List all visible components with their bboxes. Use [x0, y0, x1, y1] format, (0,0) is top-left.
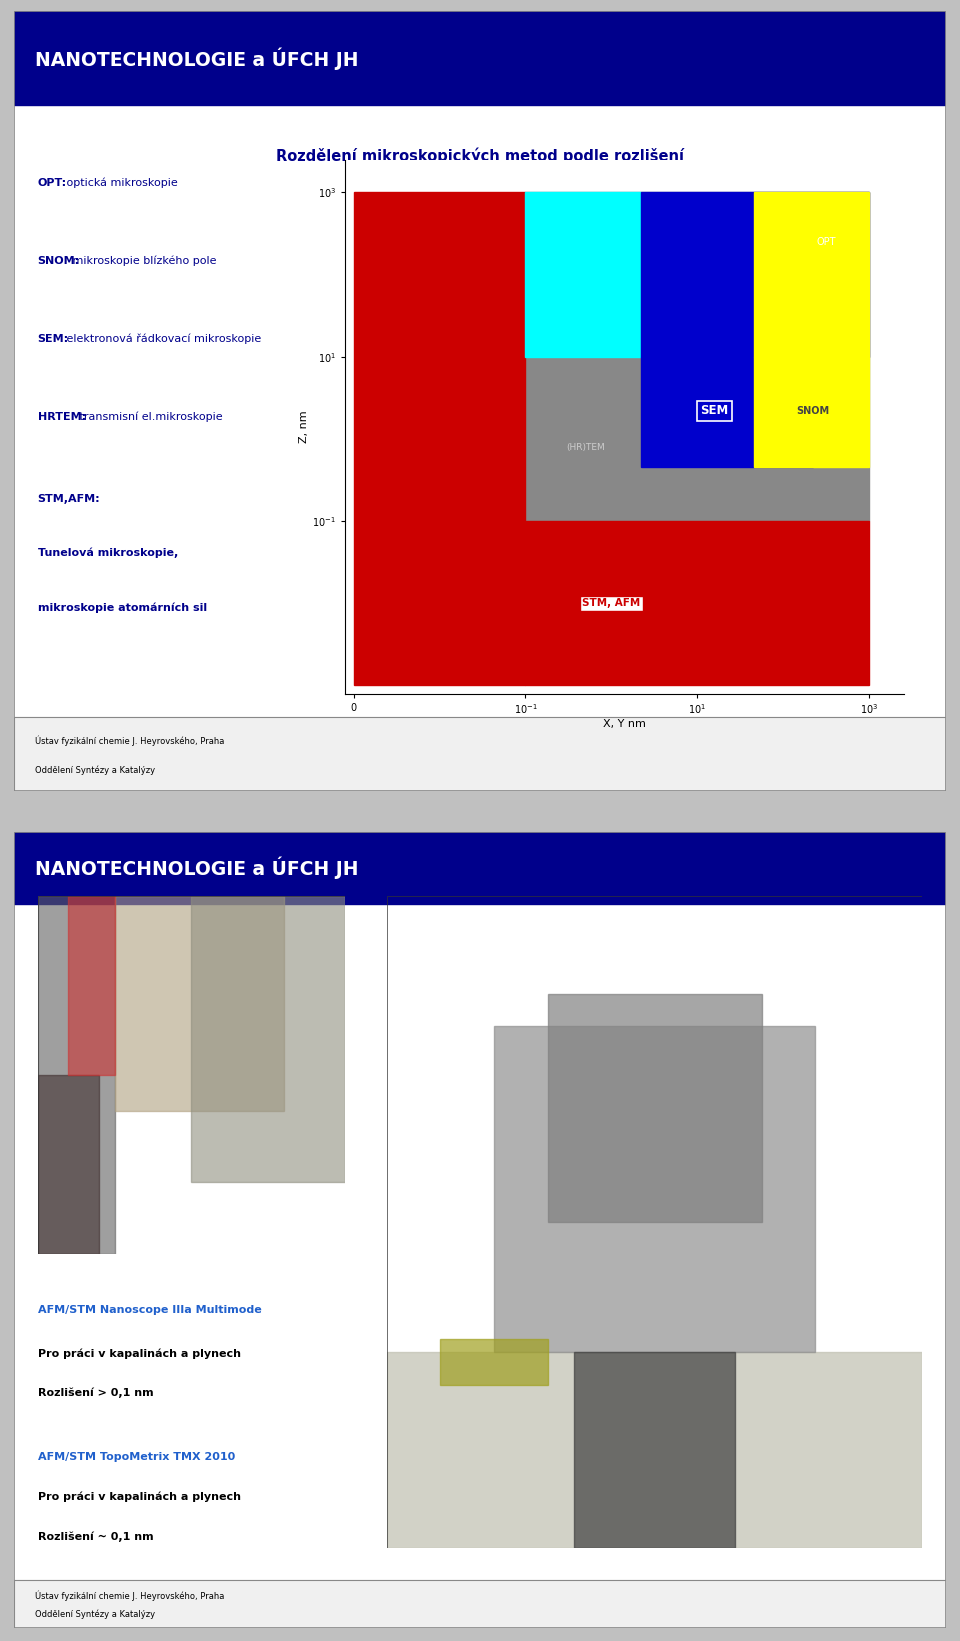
Bar — [441, 1339, 547, 1385]
Bar — [114, 896, 283, 1111]
Bar — [494, 1026, 815, 1352]
Text: Tunelová mikroskopie,: Tunelová mikroskopie, — [37, 548, 178, 558]
Bar — [14, 1580, 946, 1628]
Text: STM, AFM: STM, AFM — [583, 599, 640, 609]
Text: optická mikroskopie: optická mikroskopie — [63, 177, 178, 189]
Text: SNOM: SNOM — [796, 405, 829, 415]
Bar — [14, 717, 946, 791]
Bar — [14, 717, 946, 791]
Text: AFM/STM TopoMetrix TMX 2010: AFM/STM TopoMetrix TMX 2010 — [37, 1452, 235, 1462]
Bar — [525, 192, 870, 522]
Bar — [387, 1352, 923, 1549]
Bar — [14, 11, 946, 105]
Text: OPT:: OPT: — [37, 177, 67, 189]
Text: transmisní el.mikroskopie: transmisní el.mikroskopie — [76, 412, 223, 422]
Bar — [525, 522, 870, 686]
Bar — [755, 356, 870, 466]
Text: elektronová řádkovací mikroskopie: elektronová řádkovací mikroskopie — [63, 333, 261, 345]
Text: SEM:: SEM: — [37, 333, 69, 345]
Bar — [37, 1075, 99, 1254]
Text: Oddělení Syntézy a Katalýzy: Oddělení Syntézy a Katalýzy — [35, 765, 155, 775]
X-axis label: X, Y nm: X, Y nm — [603, 719, 646, 729]
Y-axis label: Z, nm: Z, nm — [300, 410, 309, 443]
Text: NANOTECHNOLOGIE a ÚFCH JH: NANOTECHNOLOGIE a ÚFCH JH — [35, 857, 358, 880]
Bar — [525, 192, 640, 356]
Text: Oddělení Syntézy a Katalýzy: Oddělení Syntézy a Katalýzy — [35, 1610, 155, 1620]
Text: mikroskopie atomárních sil: mikroskopie atomárních sil — [37, 602, 206, 614]
Bar — [574, 1352, 735, 1549]
Bar — [353, 192, 525, 686]
Text: Ústav fyzikální chemie J. Heyrovského, Praha: Ústav fyzikální chemie J. Heyrovského, P… — [35, 735, 225, 747]
Text: STM,AFM:: STM,AFM: — [37, 494, 100, 504]
Bar — [14, 832, 946, 904]
Text: HRTEM:: HRTEM: — [37, 412, 85, 422]
Text: mikroskopie blízkého pole: mikroskopie blízkého pole — [69, 256, 217, 266]
Text: AFM/STM Nanoscope IIIa Multimode: AFM/STM Nanoscope IIIa Multimode — [37, 1305, 261, 1314]
Bar — [37, 896, 114, 1254]
Bar — [640, 356, 812, 466]
Text: Rozlišení ~ 0,1 nm: Rozlišení ~ 0,1 nm — [37, 1531, 154, 1541]
Bar — [191, 896, 345, 1182]
Bar — [14, 1580, 946, 1628]
Bar — [640, 192, 870, 356]
Text: Pro práci v kapalinách a plynech: Pro práci v kapalinách a plynech — [37, 1347, 241, 1359]
Text: NANOTECHNOLOGIE a ÚFCH JH: NANOTECHNOLOGIE a ÚFCH JH — [35, 48, 358, 69]
Text: (HR)TEM: (HR)TEM — [566, 443, 605, 451]
Bar — [755, 192, 870, 356]
Bar — [547, 993, 761, 1223]
Text: Pro práci v kapalinách a plynech: Pro práci v kapalinách a plynech — [37, 1492, 241, 1502]
Text: Rozlišení > 0,1 nm: Rozlišení > 0,1 nm — [37, 1388, 154, 1398]
Text: OPT: OPT — [817, 236, 836, 246]
Text: Ústav fyzikální chemie J. Heyrovského, Praha: Ústav fyzikální chemie J. Heyrovského, P… — [35, 1590, 225, 1600]
Text: SNOM:: SNOM: — [37, 256, 80, 266]
Text: SEM: SEM — [701, 404, 729, 417]
Text: Rozdělení mikroskopických metod podle rozlišení: Rozdělení mikroskopických metod podle ro… — [276, 148, 684, 164]
Bar — [68, 896, 114, 1075]
